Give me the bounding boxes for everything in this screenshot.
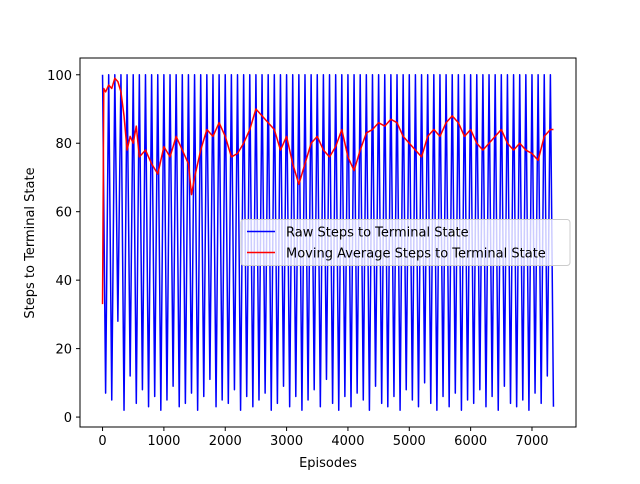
y-tick-label: 80	[55, 137, 72, 152]
x-tick-label: 6000	[454, 434, 487, 449]
legend-label: Moving Average Steps to Terminal State	[286, 247, 546, 262]
y-tick-label: 100	[47, 69, 72, 84]
x-tick-label: 5000	[393, 434, 426, 449]
y-tick-label: 60	[55, 206, 72, 221]
x-tick-label: 4000	[331, 434, 364, 449]
series-line	[101, 77, 554, 305]
x-axis-label: Episodes	[299, 456, 357, 471]
plot-frame	[79, 57, 577, 428]
y-tick-label: 0	[64, 411, 72, 426]
y-tick-label: 40	[55, 274, 72, 289]
legend-label: Raw Steps to Terminal State	[286, 226, 469, 241]
x-tick-label: 7000	[515, 434, 548, 449]
x-tick-label: 1000	[147, 434, 180, 449]
x-tick-label: 3000	[270, 434, 303, 449]
legend-box	[240, 219, 571, 266]
x-tick-label: 2000	[209, 434, 242, 449]
x-tick-label: 0	[98, 434, 106, 449]
y-axis-label: Steps to Terminal State	[23, 167, 38, 318]
y-tick-label: 20	[55, 343, 72, 358]
